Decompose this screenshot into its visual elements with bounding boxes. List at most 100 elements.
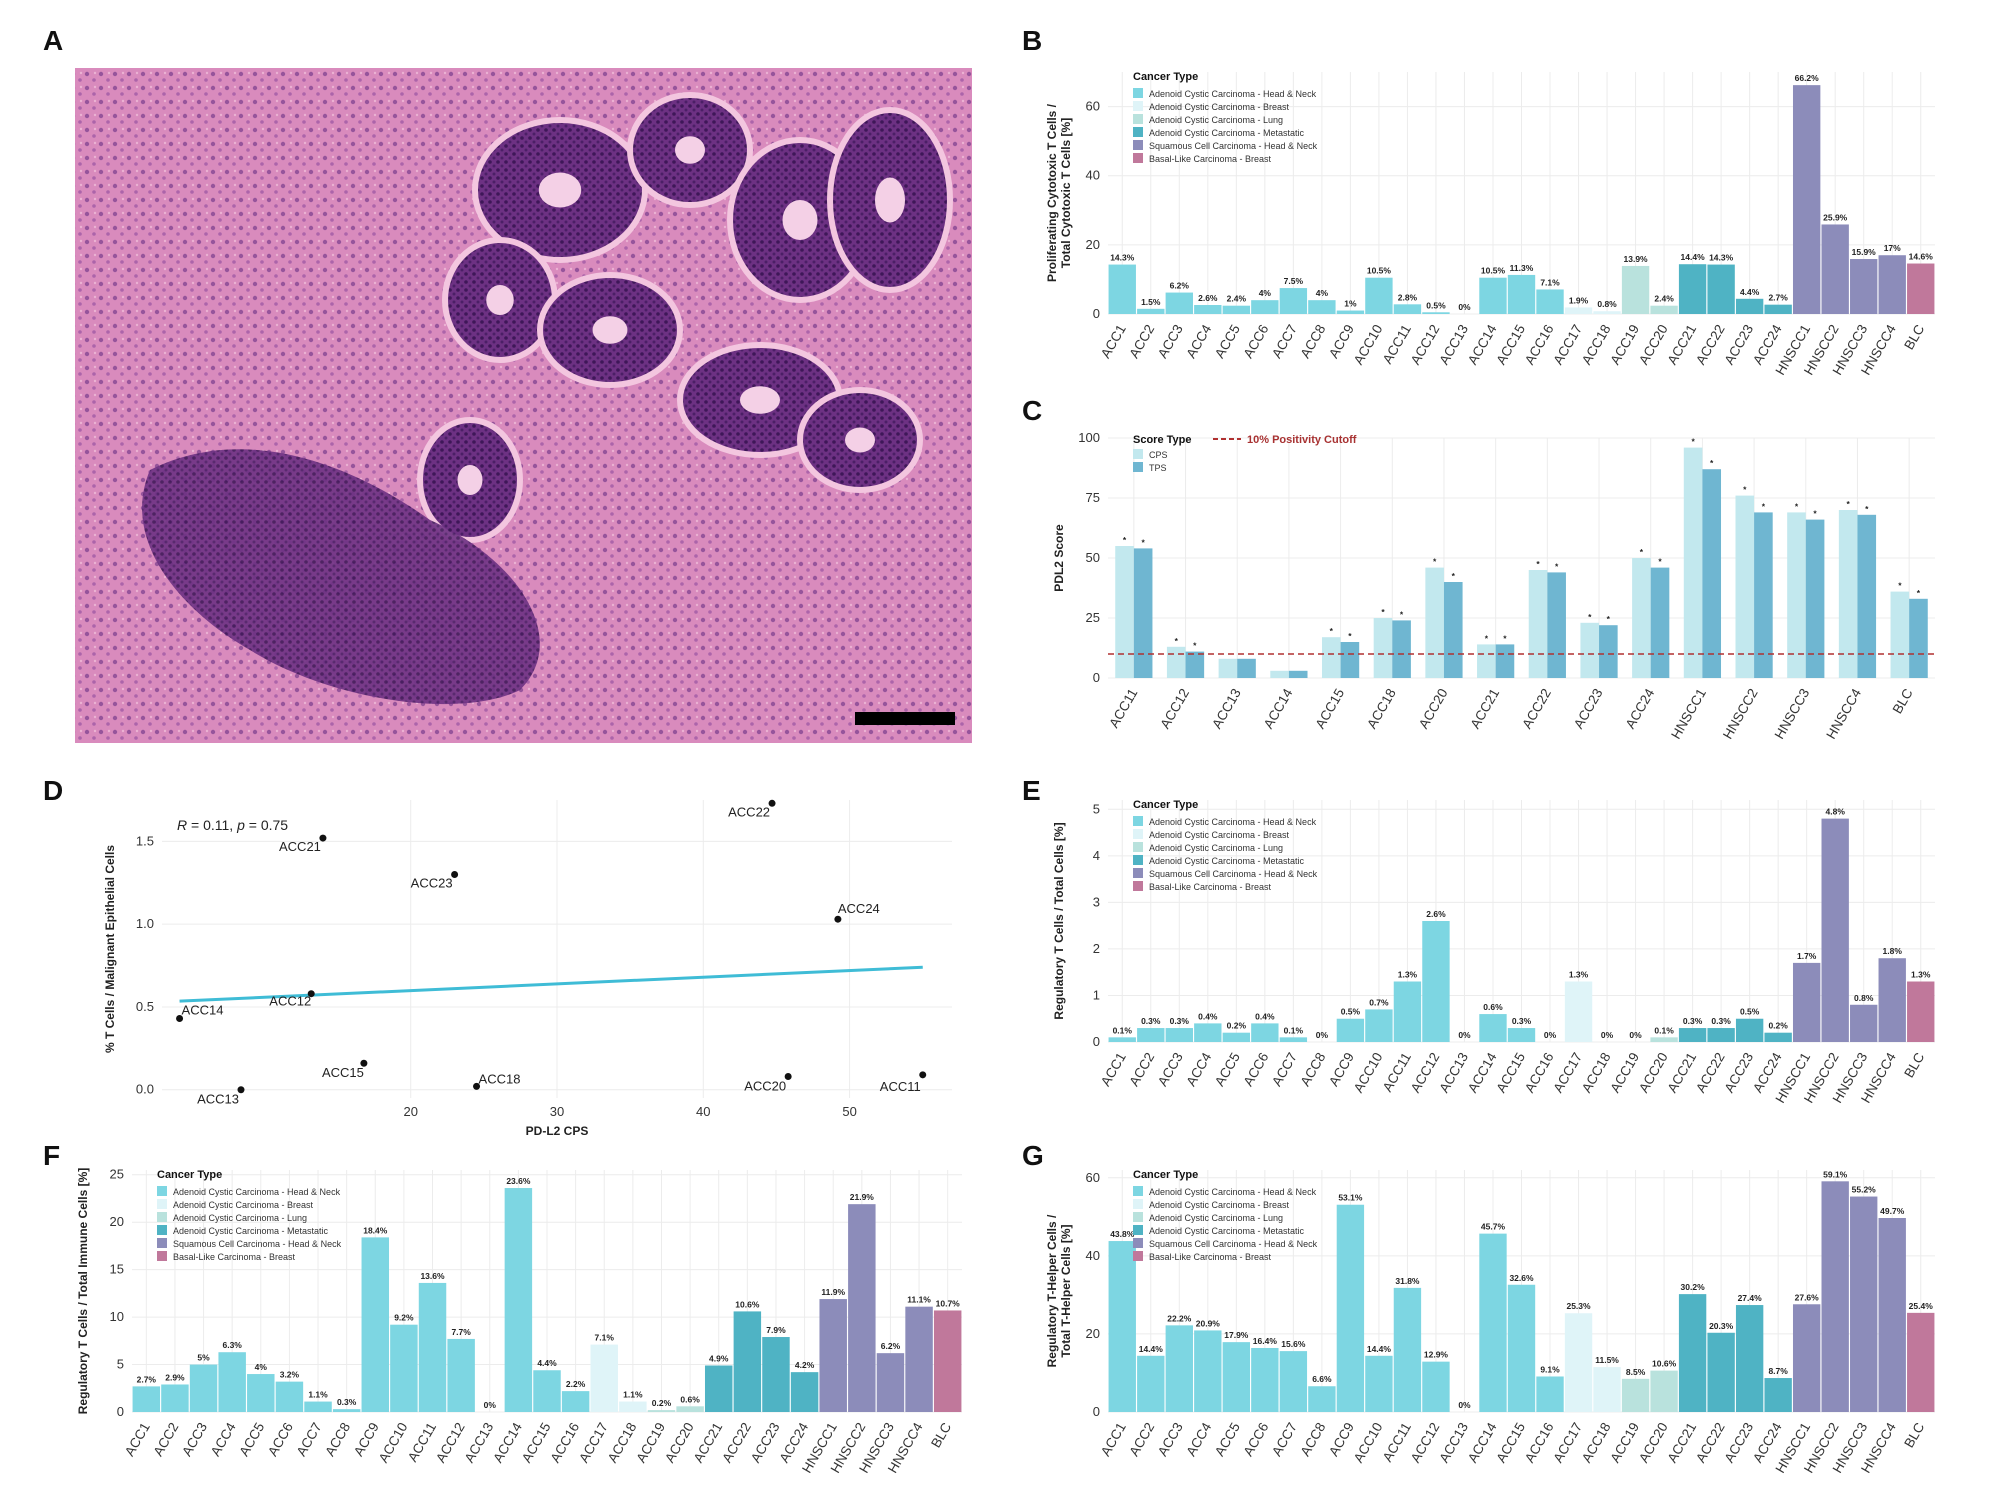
bar-value-label: 11.3%	[1510, 263, 1534, 273]
bar-value-label: 1.7%	[1797, 951, 1817, 961]
bar-value-label: 45.7%	[1481, 1222, 1506, 1232]
legend-item-label: Squamous Cell Carcinoma - Head & Neck	[1149, 141, 1318, 151]
legend-swatch	[1133, 1238, 1143, 1248]
bar-value-label: 0%	[1601, 1030, 1614, 1040]
bar	[1735, 1305, 1764, 1412]
panel-letter-a: A	[43, 25, 63, 56]
scatter-point	[360, 1059, 368, 1067]
bar-value-label: 2.4%	[1654, 294, 1674, 304]
bar	[1764, 1032, 1792, 1042]
bar-value-label: 66.2%	[1795, 73, 1820, 83]
bar	[1185, 651, 1205, 678]
bar	[1137, 1355, 1165, 1412]
y-tick-label: 0	[1093, 1404, 1100, 1419]
bar	[418, 1282, 447, 1412]
bar	[361, 1237, 390, 1412]
bar-value-label: 17%	[1884, 243, 1901, 253]
legend-item-label: Basal-Like Carcinoma - Breast	[173, 1252, 296, 1262]
bar	[1857, 514, 1877, 678]
bar	[1805, 519, 1825, 678]
legend-swatch	[1133, 1212, 1143, 1222]
bar	[1528, 570, 1548, 678]
y-tick-label: 3	[1093, 894, 1100, 909]
bar	[1564, 307, 1593, 314]
legend-item-label: Adenoid Cystic Carcinoma - Lung	[173, 1213, 307, 1223]
bar-value-label: 13.9%	[1624, 254, 1649, 264]
x-tick-label: ACC4	[1183, 1050, 1214, 1089]
bar-value-label: 2.4%	[1227, 294, 1247, 304]
bar-value-label: 25.9%	[1823, 212, 1848, 222]
bar	[1764, 304, 1792, 314]
bar	[1251, 1347, 1279, 1412]
bar-value-label: 2.2%	[566, 1379, 586, 1389]
significance-star: *	[1588, 612, 1592, 622]
y-tick-label: 1	[1093, 987, 1100, 1002]
bar-value-label: 13.6%	[420, 1271, 445, 1281]
scatter-point	[768, 799, 776, 807]
panel-letter-e: E	[1022, 775, 1041, 806]
bar-value-label: 59.1%	[1823, 1169, 1848, 1179]
bar-value-label: 0.2%	[1227, 1021, 1247, 1031]
bar	[1393, 1287, 1422, 1412]
significance-star: *	[1381, 607, 1385, 617]
x-tick-label: ACC10	[376, 1420, 411, 1465]
bar-value-label: 53.1%	[1338, 1193, 1363, 1203]
x-tick-label: ACC11	[1106, 686, 1140, 730]
x-tick-label: ACC7	[294, 1420, 325, 1459]
bar	[1650, 567, 1670, 678]
bar	[132, 1386, 161, 1412]
x-tick-label: ACC5	[1212, 1050, 1243, 1089]
scatter-point	[319, 834, 327, 842]
bar-value-label: 0%	[1316, 1030, 1329, 1040]
x-tick-label: 50	[842, 1104, 856, 1119]
legend-swatch	[1133, 449, 1143, 459]
bar	[1507, 1028, 1536, 1042]
legend-swatch	[1133, 855, 1143, 865]
bar	[819, 1299, 847, 1412]
legend-swatch	[1133, 842, 1143, 852]
bar	[1165, 1325, 1193, 1412]
bar-value-label: 0.4%	[1198, 1011, 1218, 1021]
bar	[1279, 1037, 1308, 1042]
bar	[1251, 300, 1279, 314]
scatter-point	[176, 1015, 184, 1023]
bar	[848, 1204, 876, 1412]
point-label: ACC11	[880, 1079, 921, 1094]
bar	[1580, 622, 1600, 678]
x-tick-label: ACC9	[1326, 322, 1357, 361]
panel-c-chart: 0 25 50 75 100 * * ACC11 * * ACC12 ACC13 ACC14 * * ACC1…	[1052, 430, 1935, 742]
legend-swatch	[1133, 153, 1143, 163]
bar-value-label: 4%	[1316, 288, 1329, 298]
bar-value-label: 0.8%	[1854, 993, 1874, 1003]
bar-value-label: 2.7%	[1768, 293, 1788, 303]
bar-value-label: 15.9%	[1852, 247, 1877, 257]
legend-item-label: Adenoid Cystic Carcinoma - Metastatic	[1149, 1226, 1305, 1236]
panel-letter-d: D	[43, 775, 63, 806]
bar	[876, 1353, 905, 1412]
bar	[1650, 305, 1678, 314]
bar-value-label: 20.9%	[1196, 1318, 1221, 1328]
x-tick-label: ACC8	[1297, 322, 1328, 361]
legend-item-label: Squamous Cell Carcinoma - Head & Neck	[173, 1239, 342, 1249]
bar	[1678, 1294, 1707, 1412]
bar	[619, 1401, 647, 1412]
bar	[447, 1338, 475, 1412]
bar-value-label: 7.5%	[1284, 276, 1304, 286]
legend-item-label: Adenoid Cystic Carcinoma - Lung	[1149, 843, 1283, 853]
bar	[733, 1311, 762, 1412]
y-tick-label: 1.0	[136, 916, 154, 931]
significance-star: *	[1141, 537, 1145, 547]
bar	[1166, 646, 1186, 678]
y-tick-label: 5	[117, 1357, 124, 1372]
bar	[1507, 274, 1536, 314]
scatter-point	[784, 1072, 792, 1080]
bar-value-label: 1%	[1344, 299, 1357, 309]
legend-title: Cancer Type	[1133, 1169, 1198, 1181]
bar-value-label: 0.2%	[652, 1398, 672, 1408]
significance-star: *	[1400, 609, 1404, 619]
bar-value-label: 2.9%	[165, 1372, 185, 1382]
bar-value-label: 0.1%	[1284, 1025, 1304, 1035]
bar-value-label: 1.5%	[1141, 297, 1161, 307]
legend-item-label: Adenoid Cystic Carcinoma - Lung	[1149, 115, 1283, 125]
y-tick-label: 20	[1086, 237, 1100, 252]
